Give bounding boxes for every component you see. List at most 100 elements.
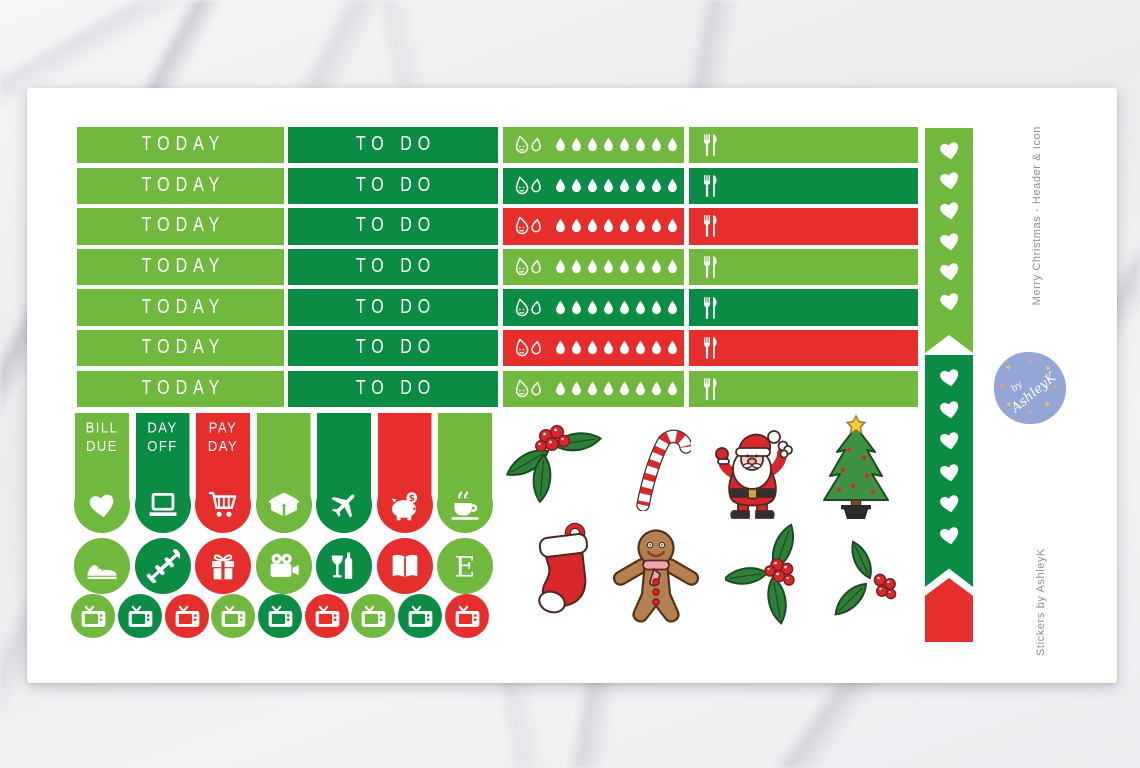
todo-label: TO DO bbox=[355, 215, 437, 237]
wine-icon bbox=[327, 549, 361, 583]
christmas-tree-clipart bbox=[815, 414, 897, 520]
water-drop-icon bbox=[555, 218, 566, 234]
today-header-sticker: TODAY bbox=[77, 208, 284, 245]
fork-and-knife-icon bbox=[700, 214, 720, 238]
fork-and-knife-icon bbox=[700, 377, 720, 401]
today-label: TODAY bbox=[141, 133, 226, 156]
water-drop-icon bbox=[635, 259, 646, 275]
brand-vertical-text: Stickers by AshleyK bbox=[1035, 548, 1047, 656]
water-drop-icon bbox=[651, 381, 662, 397]
meal-tracker-sticker bbox=[689, 167, 918, 204]
hydration-tracker-sticker bbox=[503, 289, 684, 326]
water-drop-icon bbox=[603, 218, 614, 234]
water-drop-icon bbox=[555, 340, 566, 356]
logo-heart-icon: ♥ bbox=[1045, 400, 1050, 409]
checklist-heart-icon bbox=[936, 396, 963, 421]
shopping-cart-icon bbox=[206, 488, 240, 522]
meal-tracker-sticker bbox=[689, 248, 918, 286]
icon-circle-tv bbox=[165, 594, 209, 638]
todo-label: TO DO bbox=[355, 133, 437, 156]
today-header-sticker: TODAY bbox=[77, 167, 284, 204]
water-drop-icon bbox=[587, 381, 598, 397]
todo-label: TO DO bbox=[355, 296, 437, 318]
water-drop-icon bbox=[587, 259, 598, 275]
smiley-water-drops-icon bbox=[512, 175, 550, 197]
water-drop-icon bbox=[571, 259, 582, 275]
water-drop-icon bbox=[571, 381, 582, 397]
meal-tracker-sticker bbox=[689, 127, 918, 164]
water-drop-icon bbox=[635, 381, 646, 397]
checklist-heart-icon bbox=[936, 137, 963, 162]
water-drop-icon bbox=[555, 259, 566, 275]
icon-circle-laptop bbox=[134, 477, 191, 533]
meal-tracker-sticker bbox=[689, 330, 918, 367]
checklist-heart-icon bbox=[936, 228, 963, 253]
water-drop-icon bbox=[667, 137, 678, 153]
tv-icon bbox=[126, 602, 155, 631]
airplane-icon bbox=[327, 488, 361, 522]
hydration-tracker-sticker bbox=[503, 208, 684, 245]
water-drop-icon bbox=[571, 300, 582, 316]
checklist-heart-icon bbox=[936, 167, 963, 192]
water-drop-icon bbox=[651, 218, 662, 234]
santa-claus-clipart bbox=[699, 419, 807, 521]
checklist-heart-icon bbox=[936, 288, 963, 313]
water-drop-icon bbox=[635, 340, 646, 356]
letter-e-icon: E bbox=[448, 549, 482, 583]
gingerbread-man-clipart bbox=[608, 524, 704, 636]
water-drop-icon bbox=[587, 178, 598, 194]
flag-label: BILL DUE bbox=[85, 418, 119, 455]
today-header-sticker: TODAY bbox=[77, 248, 284, 286]
meal-tracker-sticker bbox=[689, 289, 918, 326]
holly-sprig-clipart bbox=[725, 523, 821, 633]
today-header-sticker: TODAY bbox=[77, 370, 284, 407]
water-drop-icon bbox=[667, 381, 678, 397]
flag-label: DAY OFF bbox=[147, 418, 178, 455]
tv-icon bbox=[313, 602, 342, 631]
water-drop-icon bbox=[603, 300, 614, 316]
piggy-bank-icon: $ bbox=[388, 488, 422, 522]
water-drop-icon bbox=[619, 381, 630, 397]
water-drop-icon bbox=[555, 381, 566, 397]
todo-label: TO DO bbox=[355, 174, 437, 196]
today-header-sticker: TODAY bbox=[77, 289, 284, 326]
icon-circle-tv bbox=[258, 594, 302, 638]
hydration-tracker-sticker bbox=[503, 248, 684, 286]
todo-header-sticker: TO DO bbox=[288, 289, 498, 326]
heart-checklist-strip bbox=[925, 355, 973, 587]
water-drop-icon bbox=[587, 218, 598, 234]
hydration-tracker-sticker bbox=[503, 370, 684, 407]
checklist-heart-icon bbox=[936, 197, 963, 222]
todo-header-sticker: TO DO bbox=[288, 370, 498, 407]
hydration-tracker-sticker bbox=[503, 167, 684, 204]
water-drop-icon bbox=[571, 137, 582, 153]
logo-heart-icon: ♥ bbox=[1027, 357, 1032, 366]
icon-circle-video-camera bbox=[255, 538, 312, 594]
tv-icon bbox=[359, 602, 388, 631]
water-drop-icon bbox=[651, 340, 662, 356]
water-drop-icon bbox=[603, 381, 614, 397]
icon-circle-heart bbox=[74, 477, 130, 533]
flag-label: PAY DAY bbox=[207, 418, 239, 455]
water-drop-icon bbox=[587, 300, 598, 316]
water-drop-icon bbox=[619, 340, 630, 356]
tv-icon bbox=[79, 602, 108, 631]
water-drop-icon bbox=[651, 259, 662, 275]
icon-circle-tv bbox=[398, 594, 442, 638]
checklist-heart-icon bbox=[936, 490, 963, 515]
smiley-water-drops-icon bbox=[512, 378, 550, 400]
logo-heart-icon: ♥ bbox=[999, 381, 1006, 392]
water-drop-icon bbox=[571, 340, 582, 356]
water-drop-icon bbox=[587, 340, 598, 356]
water-drop-icon bbox=[651, 178, 662, 194]
water-drop-icon bbox=[619, 178, 630, 194]
todo-header-sticker: TO DO bbox=[288, 167, 498, 204]
water-drop-icon bbox=[619, 137, 630, 153]
todo-label: TO DO bbox=[355, 255, 437, 277]
icon-circle-tv bbox=[305, 594, 349, 638]
icon-circle-airplane bbox=[316, 477, 372, 533]
heart-checklist-strip bbox=[925, 128, 973, 353]
svg-text:$: $ bbox=[408, 494, 414, 504]
water-drop-icon bbox=[603, 137, 614, 153]
